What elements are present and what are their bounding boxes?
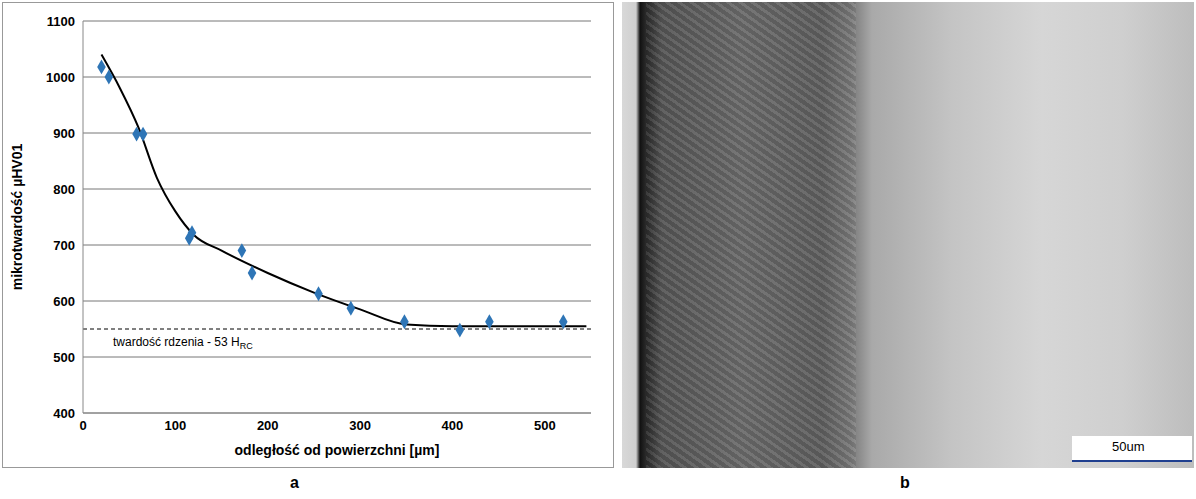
- html-text:b: b: [900, 474, 910, 491]
- svg-text:700: 700: [53, 238, 75, 253]
- svg-text:300: 300: [349, 418, 371, 433]
- svg-text:1000: 1000: [46, 70, 75, 85]
- svg-text:800: 800: [53, 182, 75, 197]
- svg-text:600: 600: [53, 294, 75, 309]
- svg-text:500: 500: [53, 350, 75, 365]
- svg-text:odległość od powierzchni [µm]: odległość od powierzchni [µm]: [235, 442, 440, 458]
- svg-text:400: 400: [442, 418, 464, 433]
- svg-text:900: 900: [53, 126, 75, 141]
- html-text:50um: 50um: [1112, 439, 1145, 454]
- svg-text:500: 500: [534, 418, 556, 433]
- svg-text:mikrotwardość µHV01: mikrotwardość µHV01: [9, 144, 25, 291]
- svg-text:twardość rdzenia - 53 HRC: twardość rdzenia - 53 HRC: [113, 335, 253, 351]
- svg-text:1100: 1100: [47, 14, 75, 29]
- svg-text:100: 100: [165, 418, 187, 433]
- svg-text:200: 200: [257, 418, 279, 433]
- svg-text:0: 0: [79, 418, 86, 433]
- html-text:a: a: [290, 474, 299, 491]
- svg-text:400: 400: [53, 406, 75, 421]
